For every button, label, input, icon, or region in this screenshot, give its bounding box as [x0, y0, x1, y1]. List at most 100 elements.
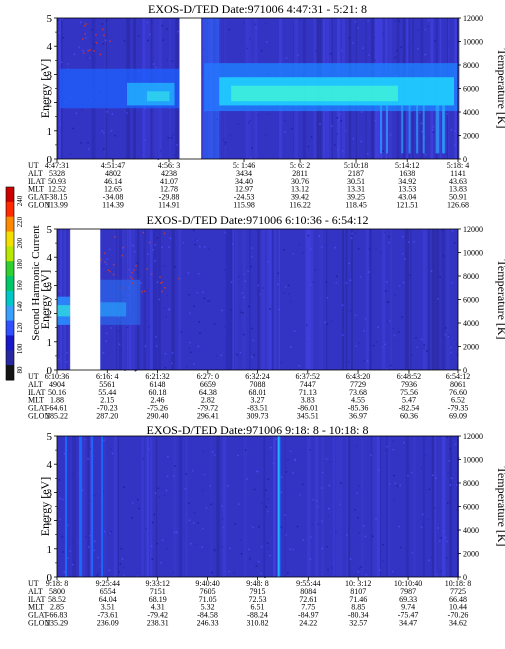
- y2-tick-label: 0: [463, 366, 467, 375]
- cell-glat: -64.61: [47, 404, 68, 413]
- cell-glon: 309.73: [247, 412, 269, 421]
- spectrogram-speckle: [329, 461, 331, 463]
- cell-glat: -70.23: [97, 404, 118, 413]
- spectrogram-speckle: [160, 150, 162, 152]
- cell-glat: -38.15: [47, 193, 68, 202]
- spectrogram-streak: [306, 229, 310, 370]
- spectrogram-speckle: [407, 241, 410, 243]
- spectrogram-speckle: [61, 535, 64, 538]
- spectrogram-streak: [441, 436, 446, 577]
- cell-ilat: 71.05: [199, 595, 217, 604]
- panel-title: EXOS-D/TED Date:971006 6:10:36 - 6:54:12: [147, 213, 369, 227]
- cell-glat: -79.72: [197, 404, 218, 413]
- spectrogram-speckle: [321, 520, 323, 522]
- cell-glat: -83.51: [247, 404, 268, 413]
- y-tick-label: 1: [47, 544, 53, 556]
- spectrogram-speckle: [310, 136, 313, 138]
- cell-mlt: 13.12: [291, 185, 309, 194]
- y2-tick-label: 4000: [463, 526, 479, 535]
- cell-alt: 5800: [49, 587, 65, 596]
- colorbar-segment: [6, 365, 14, 381]
- cell-glat: -75.26: [147, 404, 168, 413]
- spectrogram-speckle: [224, 231, 226, 234]
- spectrogram-speckle: [447, 335, 450, 338]
- spectrogram-streak: [234, 229, 238, 370]
- cell-ilat: 68.01: [249, 388, 267, 397]
- emission-band-core: [57, 305, 71, 317]
- y-tick-label: 1: [47, 126, 53, 138]
- spectrogram-speckle: [328, 484, 331, 487]
- cell-ut: 6:37:52: [296, 372, 320, 381]
- spectrogram-streak: [284, 436, 286, 577]
- spectrogram-speckle: [297, 54, 299, 57]
- spectrogram-speckle: [103, 530, 106, 533]
- spectrogram-speckle: [352, 138, 355, 140]
- spectrogram-speckle: [284, 119, 286, 122]
- spectrogram-speckle: [427, 518, 430, 521]
- cell-ilat: 69.33: [399, 595, 417, 604]
- row-label-glon: GLON: [28, 412, 50, 421]
- spectrogram-speckle: [193, 305, 195, 308]
- spectrogram-speckle: [299, 493, 302, 496]
- spectrogram-dot: [122, 246, 125, 249]
- spectrogram-streak: [307, 436, 311, 577]
- cell-ut: 5:10:18: [344, 161, 368, 170]
- spectrogram-speckle: [265, 506, 268, 508]
- spectrogram-speckle: [239, 539, 242, 541]
- spectrogram-speckle: [205, 507, 208, 509]
- spectrogram-speckle: [67, 557, 69, 559]
- spectrogram-speckle: [420, 122, 423, 125]
- colorbar-segment: [6, 261, 14, 277]
- spectrogram-speckle: [201, 489, 204, 492]
- row-label-ilat: ILAT: [28, 177, 45, 186]
- spectrogram-streak: [333, 436, 335, 577]
- spectrogram-speckle: [102, 351, 105, 354]
- spectrogram-speckle: [277, 283, 279, 286]
- spectrogram-speckle: [264, 494, 266, 496]
- spectrogram: [57, 18, 460, 160]
- panel-title: EXOS-D/TED Date:971006 9:18: 8 - 10:18: …: [147, 423, 369, 437]
- spectrogram-speckle: [362, 47, 364, 49]
- spectrogram-speckle: [155, 336, 157, 338]
- cell-glon: 345.51: [297, 412, 319, 421]
- spectrogram-speckle: [187, 272, 190, 274]
- spectrogram-dot: [103, 34, 105, 37]
- colorbar-segment: [6, 201, 14, 218]
- spectrogram-speckle: [214, 454, 216, 456]
- spectrogram-speckle: [265, 489, 267, 492]
- spectrogram-dot: [164, 286, 166, 289]
- spectrogram-dot: [109, 270, 111, 273]
- spectrogram-streak: [150, 229, 153, 370]
- emission-band-peak: [147, 91, 170, 102]
- spectrogram-speckle: [62, 498, 65, 501]
- spectrogram-speckle: [184, 487, 187, 490]
- spectrogram-speckle: [203, 246, 206, 248]
- spectrogram-speckle: [316, 500, 318, 502]
- row-label-glat: GLAT: [28, 193, 49, 202]
- spectrogram-speckle: [422, 347, 425, 349]
- spectrogram-speckle: [196, 239, 198, 242]
- cell-glon: 116.22: [289, 201, 311, 210]
- spectrogram-dot: [133, 269, 135, 271]
- cell-ut: 10:10:40: [394, 579, 422, 588]
- y-tick-label: 2: [47, 309, 53, 321]
- y-tick-label: 0: [47, 154, 53, 166]
- spectrogram-background: [57, 436, 458, 577]
- spectrogram-streak: [413, 436, 416, 577]
- spectrogram-speckle: [173, 154, 176, 156]
- spectrogram-speckle: [280, 491, 283, 494]
- spectrogram-speckle: [80, 141, 82, 144]
- spectrogram-speckle: [174, 531, 176, 534]
- y-tick-label: 2: [47, 98, 53, 110]
- spectrogram-speckle: [192, 470, 194, 472]
- spectrogram-speckle: [287, 572, 289, 574]
- spectrogram-speckle: [251, 327, 253, 330]
- cell-glon: 60.36: [400, 412, 418, 421]
- spectrogram-speckle: [202, 527, 204, 530]
- cell-mlt: 4.55: [351, 396, 365, 405]
- spectrogram-speckle: [156, 281, 159, 283]
- spectrogram-speckle: [257, 114, 260, 116]
- spectrogram-speckle: [121, 558, 124, 560]
- cell-glon: 114.91: [158, 201, 180, 210]
- spectrogram-speckle: [431, 129, 434, 131]
